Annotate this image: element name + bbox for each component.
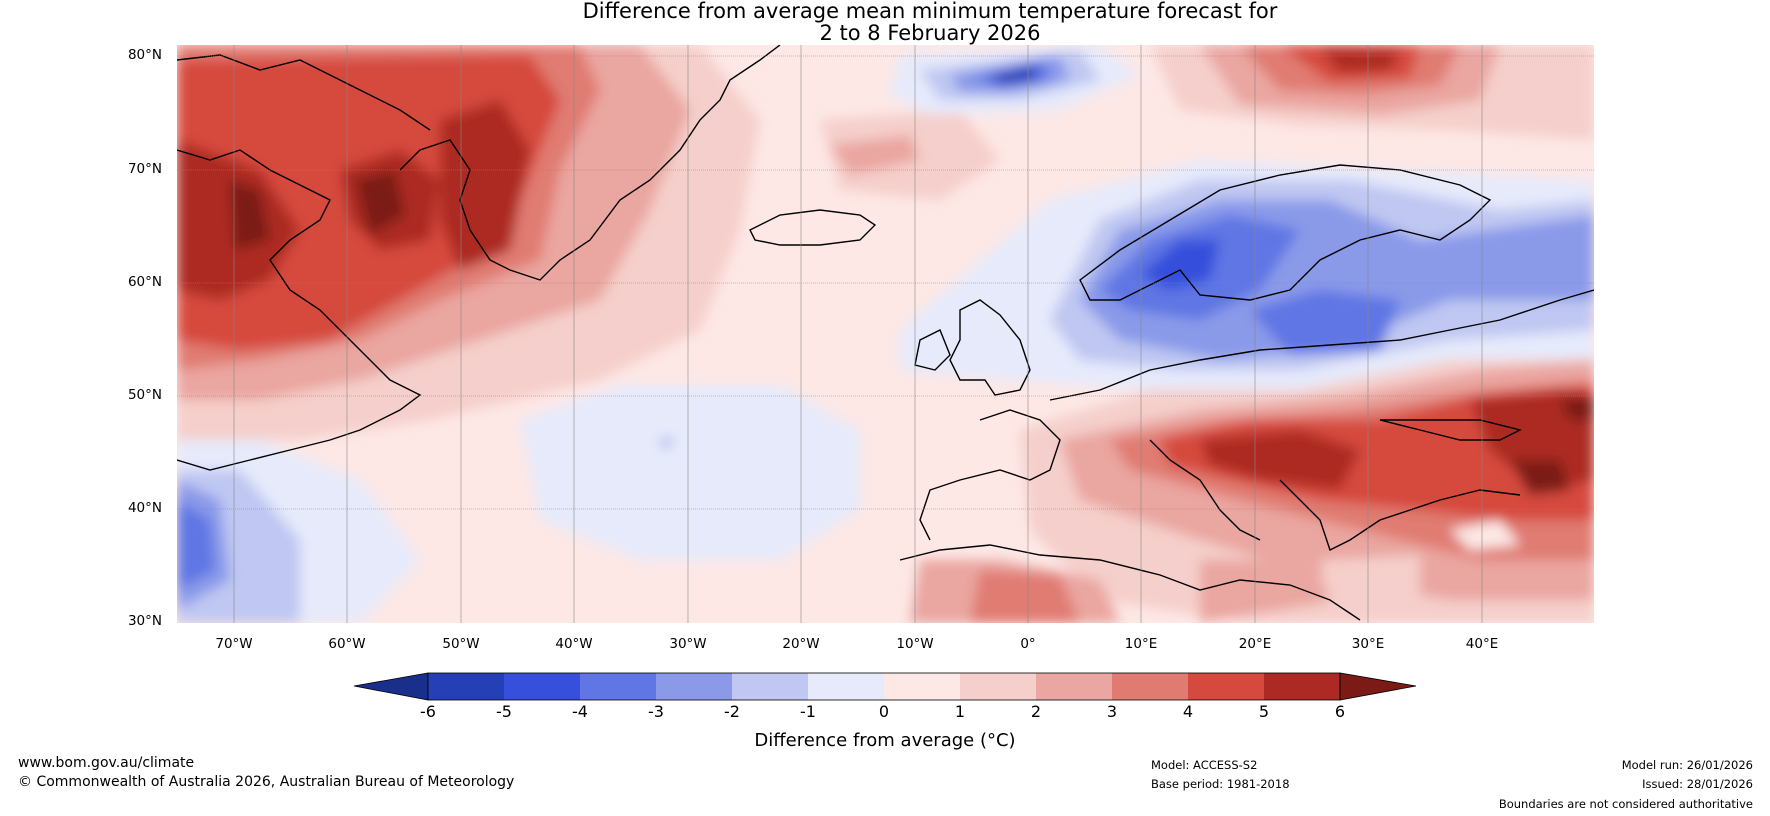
footer-issued: Issued: 28/01/2026 xyxy=(1642,777,1753,791)
lat-label-60n: 60°N xyxy=(127,274,162,290)
colorbar-swatch xyxy=(428,673,504,700)
colorbar-swatch xyxy=(1036,673,1112,700)
lat-label-40n: 40°N xyxy=(127,500,162,516)
lon-label-0: 0° xyxy=(1020,636,1036,652)
colorbar-swatch xyxy=(808,673,884,700)
colorbar-tick: -4 xyxy=(572,702,588,721)
lon-label-10w: 10°W xyxy=(896,636,934,652)
lon-label-10e: 10°E xyxy=(1124,636,1158,652)
colorbar-tick: 6 xyxy=(1334,702,1346,721)
colorbar-label: Difference from average (°C) xyxy=(754,730,1016,751)
colorbar-swatch xyxy=(960,673,1036,700)
footer-base-period: Base period: 1981-2018 xyxy=(1151,777,1290,791)
colorbar-swatch xyxy=(504,673,580,700)
footer-model-run: Model run: 26/01/2026 xyxy=(1621,758,1753,772)
colorbar-swatch xyxy=(580,673,656,700)
lon-label-20e: 20°E xyxy=(1238,636,1272,652)
colorbar-tick: -2 xyxy=(724,702,740,721)
colorbar-swatch xyxy=(732,673,808,700)
footer-url[interactable]: www.bom.gov.au/climate xyxy=(18,755,195,771)
colorbar-swatch xyxy=(884,673,960,700)
lat-label-30n: 30°N xyxy=(127,613,162,629)
lon-label-60w: 60°W xyxy=(328,636,366,652)
colorbar-frame xyxy=(427,672,1341,701)
colorbar-tick: 1 xyxy=(954,702,966,721)
colorbar-tick: -3 xyxy=(648,702,664,721)
footer-copyright: © Commonwealth of Australia 2026, Austra… xyxy=(18,774,515,790)
lon-label-30w: 30°W xyxy=(669,636,707,652)
lon-label-30e: 30°E xyxy=(1351,636,1385,652)
colorbar-tick: 2 xyxy=(1030,702,1042,721)
colorbar-swatch xyxy=(1264,673,1340,700)
colorbar-tick: -6 xyxy=(420,702,436,721)
colorbar-tick: 0 xyxy=(878,702,890,721)
lat-label-70n: 70°N xyxy=(127,161,162,177)
map-title-line-2: 2 to 8 February 2026 xyxy=(819,21,1041,45)
lat-label-80n: 80°N xyxy=(127,47,162,63)
anomaly-field xyxy=(177,45,1594,623)
colorbar-tick: 3 xyxy=(1106,702,1118,721)
colorbar-extend-low xyxy=(353,672,429,701)
lat-label-50n: 50°N xyxy=(127,387,162,403)
map-title-line-1: Difference from average mean minimum tem… xyxy=(582,0,1278,23)
lon-label-40e: 40°E xyxy=(1465,636,1499,652)
colorbar-swatch xyxy=(1112,673,1188,700)
footer-disclaimer: Boundaries are not considered authoritat… xyxy=(1498,797,1753,811)
colorbar-tick: -5 xyxy=(496,702,512,721)
colorbar-tick: 5 xyxy=(1258,702,1270,721)
colorbar-tick: -1 xyxy=(800,702,816,721)
lon-label-40w: 40°W xyxy=(555,636,593,652)
colorbar-tick: 4 xyxy=(1182,702,1194,721)
graticule xyxy=(177,45,1594,623)
lon-label-70w: 70°W xyxy=(215,636,253,652)
lon-label-20w: 20°W xyxy=(782,636,820,652)
footer-model: Model: ACCESS-S2 xyxy=(1151,758,1258,772)
lon-label-50w: 50°W xyxy=(442,636,480,652)
colorbar-swatch xyxy=(1188,673,1264,700)
colorbar-swatch xyxy=(656,673,732,700)
colorbar-extend-high xyxy=(1339,672,1417,701)
